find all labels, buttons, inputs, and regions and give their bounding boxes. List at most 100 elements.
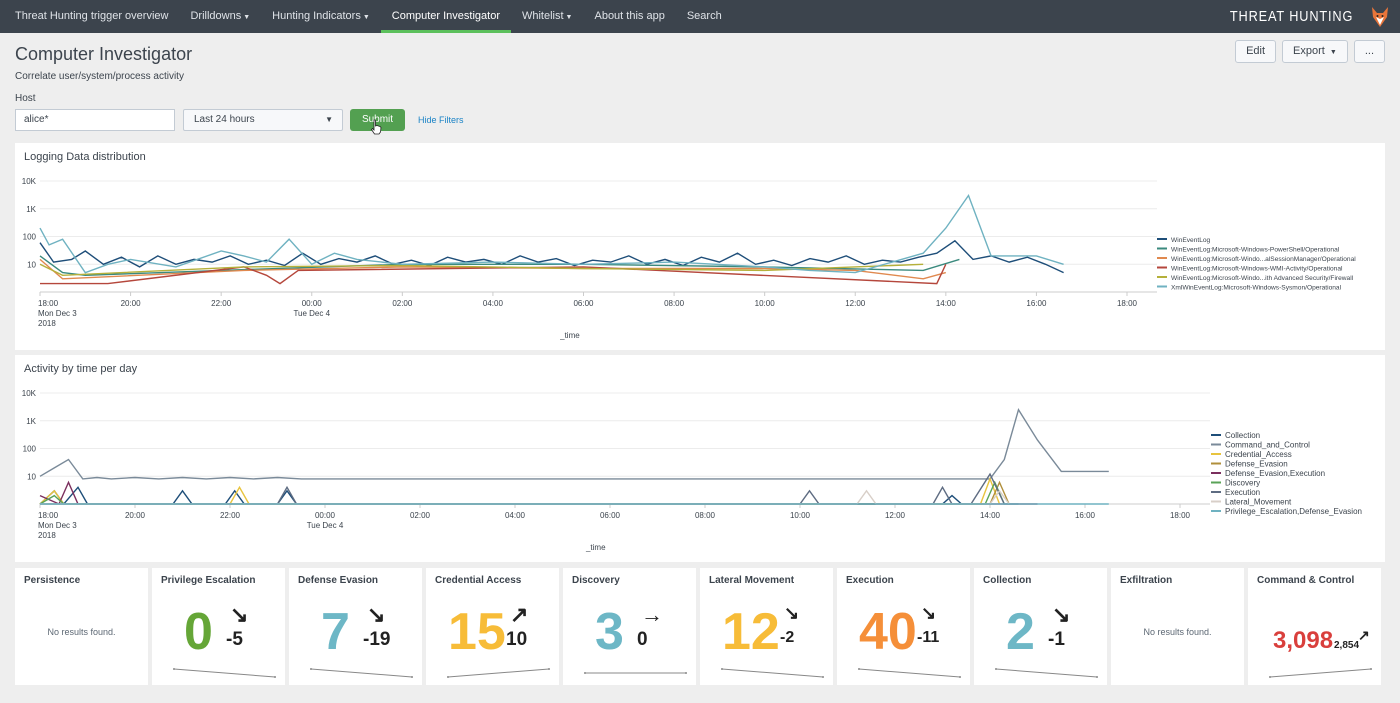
single-value-credential-access[interactable]: Credential Access 15 ↗ 10 [426, 568, 559, 685]
single-value-command-control[interactable]: Command & Control 3,098 ↗ 2,854 [1248, 568, 1381, 685]
single-value-delta: -1 [1048, 629, 1065, 650]
series-line-collection[interactable] [39, 486, 962, 506]
x-tick-sublabel: Mon Dec 3 [38, 309, 77, 318]
single-value-delta: -2 [780, 629, 795, 646]
x-tick-label: 06:00 [600, 511, 621, 520]
x-tick-label: 22:00 [211, 299, 232, 308]
x-tick-label: 12:00 [885, 511, 906, 520]
submit-button[interactable]: Submit [350, 109, 405, 131]
host-input[interactable]: alice* [15, 109, 175, 131]
single-value-discovery[interactable]: Discovery 3 → 0 [563, 568, 696, 685]
single-value-persistence[interactable]: Persistence No results found. [15, 568, 148, 685]
legend-label[interactable]: Execution [1225, 488, 1260, 497]
fox-logo-icon [1372, 6, 1388, 27]
sparkline [447, 668, 550, 678]
single-value-lateral-movement[interactable]: Lateral Movement 12 ↘ -2 [700, 568, 833, 685]
x-tick-label: 02:00 [410, 511, 431, 520]
x-tick-label: 22:00 [220, 511, 241, 520]
x-tick-label: 10:00 [790, 511, 811, 520]
hide-filters-link[interactable]: Hide Filters [418, 115, 464, 125]
x-tick-label: 14:00 [980, 511, 1001, 520]
legend-label[interactable]: Collection [1225, 431, 1260, 440]
x-tick-label: 08:00 [695, 511, 716, 520]
export-button[interactable]: Export ▼ [1282, 40, 1348, 63]
single-value-number: 15 [448, 603, 506, 661]
legend-label[interactable]: Privilege_Escalation,Defense_Evasion [1225, 507, 1362, 516]
legend-label[interactable]: Defense_Evasion [1225, 460, 1288, 469]
nav-item-label: Computer Investigator [391, 10, 500, 22]
activity-by-time-chart: 10 100 1K 10K 18:00 20:00 22:00 00:00 02:00 04:00… [22, 389, 1362, 552]
trend-down-arrow-icon: ↘ [784, 603, 800, 623]
legend-label[interactable]: Command_and_Control [1225, 441, 1310, 450]
sparkline [721, 668, 824, 678]
chevron-down-icon: ▼ [1329, 49, 1337, 56]
app-nav-bar: Threat Hunting trigger overview Drilldown… [0, 0, 1400, 33]
single-value-execution[interactable]: Execution 40 ↘ -11 [837, 568, 970, 685]
nav-item-label: Search [686, 10, 722, 22]
series-line-xmlwineventlog-microsoft-windows-sysmon-operational[interactable] [39, 194, 1064, 274]
x-tick-label: 08:00 [664, 299, 685, 308]
page-subtitle: Correlate user/system/process activity [15, 71, 184, 82]
nav-item-threat-hunting-trigger-overview[interactable]: Threat Hunting trigger overview [0, 0, 179, 33]
chart-title: Logging Data distribution [24, 151, 146, 163]
x-tick-label: 18:00 [1117, 299, 1138, 308]
single-value-delta: 10 [506, 629, 528, 650]
trend-down-arrow-icon: ↘ [367, 602, 386, 627]
legend-label[interactable]: Discovery [1225, 479, 1260, 488]
single-value-exfiltration[interactable]: Exfiltration No results found. [1111, 568, 1244, 685]
series-line-wineventlog-microsoft-windows-wmi-activity-operational[interactable] [40, 264, 947, 285]
single-value-delta: 0 [637, 629, 648, 650]
sparkline [584, 672, 687, 674]
legend-label[interactable]: WinEventLog:Microsoft-Windo...alSessionM… [1171, 256, 1356, 263]
single-value-privilege-escalation[interactable]: Privilege Escalation 0 ↘ -5 [152, 568, 285, 685]
nav-item-search[interactable]: Search [676, 0, 733, 33]
x-tick-label: 20:00 [121, 299, 142, 308]
x-tick-label: 16:00 [1026, 299, 1047, 308]
host-label: Host [15, 93, 36, 104]
x-tick-label: 12:00 [845, 299, 866, 308]
legend-label[interactable]: Defense_Evasion,Execution [1225, 469, 1325, 478]
single-value-title: Lateral Movement [709, 575, 795, 586]
nav-item-hunting-indicators[interactable]: Hunting Indicators ▼ [261, 0, 381, 33]
single-value-number: 7 [321, 603, 350, 661]
single-value-defense-evasion[interactable]: Defense Evasion 7 ↘ -19 [289, 568, 422, 685]
nav-item-drilldowns[interactable]: Drilldowns ▼ [179, 0, 261, 33]
nav-item-whitelist[interactable]: Whitelist ▼ [511, 0, 584, 33]
legend-label[interactable]: XmlWinEventLog:Microsoft-Windows-Sysmon/… [1171, 285, 1342, 292]
legend-label[interactable]: WinEventLog [1171, 237, 1211, 244]
x-axis-label: _time [585, 543, 606, 552]
nav-item-label: Whitelist [521, 10, 564, 22]
sparkline [310, 668, 413, 678]
chevron-down-icon: ▼ [325, 115, 333, 124]
legend-label[interactable]: Lateral_Movement [1225, 498, 1292, 507]
sparkline [858, 668, 961, 678]
no-results-text: No results found. [47, 627, 116, 637]
legend-label[interactable]: WinEventLog:Microsoft-Windo...ith Advanc… [1171, 275, 1354, 282]
x-tick-sublabel: 2018 [38, 531, 56, 540]
x-tick-label: 18:00 [38, 299, 59, 308]
x-tick-label: 00:00 [315, 511, 336, 520]
y-tick-label: 1K [26, 205, 36, 214]
y-tick-label: 10K [22, 177, 37, 186]
series-line-wineventlog-microsoft-windo-ith-advanced-security-firewall[interactable] [39, 263, 924, 277]
series-line-lateral-movement[interactable] [40, 489, 1010, 505]
single-value-title: Credential Access [435, 575, 522, 586]
single-value-title: Persistence [24, 575, 81, 586]
hand-cursor-icon [370, 119, 382, 135]
series-line-command-and-control[interactable] [39, 407, 1109, 480]
series-line-defense-evasion[interactable] [40, 480, 1010, 505]
nav-item-computer-investigator[interactable]: Computer Investigator [380, 0, 512, 33]
legend-label[interactable]: Credential_Access [1225, 450, 1292, 459]
legend-label[interactable]: WinEventLog:Microsoft-Windows-WMI-Activi… [1171, 266, 1343, 273]
series-line-credential-access[interactable] [39, 476, 1001, 505]
more-actions-button[interactable]: ... [1353, 40, 1385, 63]
chevron-down-icon: ▼ [565, 14, 573, 21]
trend-up-arrow-icon: ↗ [510, 602, 529, 627]
nav-item-about-this-app[interactable]: About this app [583, 0, 675, 33]
sparkline [1269, 668, 1372, 678]
edit-button[interactable]: Edit [1235, 40, 1277, 63]
series-line-wineventlog[interactable] [39, 239, 1064, 274]
time-range-picker[interactable]: Last 24 hours ▼ [183, 109, 343, 131]
legend-label[interactable]: WinEventLog:Microsoft-Windows-PowerShell… [1171, 247, 1340, 254]
single-value-collection[interactable]: Collection 2 ↘ -1 [974, 568, 1107, 685]
